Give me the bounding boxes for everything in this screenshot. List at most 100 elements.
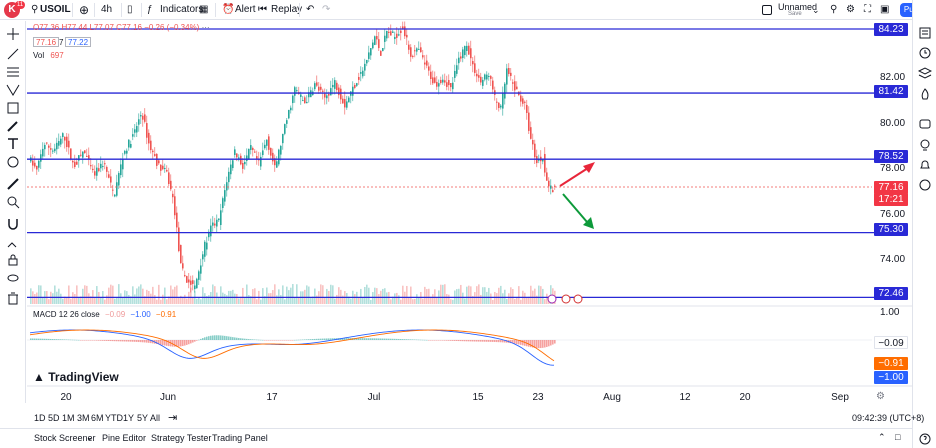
macd-histogram-bar [316,338,318,340]
maximize-panel-icon[interactable]: □ [895,432,901,442]
level-tag-81-42[interactable]: 81.42 [874,85,908,98]
macd-histogram-bar [554,340,556,344]
range-5d[interactable]: 5D [48,413,60,423]
level-tag-72-46[interactable]: 72.46 [874,287,908,300]
go-to-date-icon[interactable]: ⇥ [168,412,178,424]
emoji-icon[interactable] [6,155,20,169]
macd-histogram-bar [512,340,514,344]
layout-dropdown-icon[interactable]: ⌄ [812,5,820,15]
volume-bar [358,297,360,304]
templates-icon[interactable]: ▦ [199,4,209,15]
undo-icon[interactable]: ↶ [306,4,315,15]
text-icon[interactable] [6,137,20,151]
range-6m[interactable]: 6M [91,413,104,423]
tab-stock-screener[interactable]: Stock Screener [34,433,96,443]
hotlists-icon[interactable] [918,88,932,102]
candle-body [208,231,210,238]
candle-body [204,241,206,257]
help-icon[interactable] [918,178,932,192]
volume-bar [322,285,324,304]
trash-icon[interactable] [6,291,20,305]
watchlist-icon[interactable] [918,26,932,40]
level-tag-78-52[interactable]: 78.52 [874,150,908,163]
tab-trading-panel[interactable]: Trading Panel [212,433,268,443]
settings-icon[interactable]: ⚙ [846,4,855,15]
indicators-button[interactable]: Indicators [160,4,204,15]
stay-in-drawing-mode-icon[interactable] [6,235,20,249]
volume-bar [246,284,248,304]
trend-line-icon[interactable] [6,47,20,61]
macd-histogram-bar [192,340,194,343]
replay-button[interactable]: Replay [271,4,303,15]
bid-price-box[interactable]: 77.16 [33,37,60,47]
ask-price-box[interactable]: 77.22 [65,37,92,47]
range-all[interactable]: All [150,413,161,423]
ruler-icon[interactable] [6,177,20,191]
volume-bar [386,292,388,304]
alert-button[interactable]: Alert [235,4,256,15]
indicators-icon[interactable]: ƒ [147,4,153,15]
replay-icon[interactable]: ⏮ [258,4,267,15]
candle-body [166,169,168,172]
symbol-search[interactable]: USOIL [40,4,71,15]
magnet-icon[interactable] [6,217,20,231]
candle-body [122,159,124,170]
layout-name[interactable]: Unnamed [778,2,818,12]
lock-icon[interactable] [6,253,20,267]
hide-drawings-icon[interactable] [6,271,20,285]
volume-bar [446,294,448,304]
quick-search-icon[interactable]: ⚲ [830,4,838,15]
level-tag-75-30[interactable]: 75.30 [874,223,908,236]
ideas-icon[interactable] [918,138,932,152]
redo-icon[interactable]: ↷ [322,4,331,15]
fib-retracement-icon[interactable] [6,65,20,79]
volume-bar [264,296,266,304]
volume-bar [280,295,282,304]
range-3m[interactable]: 3M [77,413,90,423]
tab-pine-editor[interactable]: Pine Editor [102,433,147,443]
legend-more-icon[interactable]: ⋯ [201,23,210,32]
macd-histogram-bar [236,337,238,340]
up-arrow-drawing[interactable] [559,162,595,187]
help-center-icon[interactable] [918,432,932,446]
range-ytd[interactable]: YTD [105,413,123,423]
search-icon[interactable]: ⚲ [31,4,39,15]
candle-body [328,93,330,96]
add-symbol-icon[interactable]: ⊕ [79,3,90,17]
stock-screener-dropdown-icon[interactable]: ⌄ [86,432,94,442]
tab-strategy-tester[interactable]: Strategy Tester [151,433,212,443]
down-arrow-drawing[interactable] [562,193,594,229]
macd-histogram-bar [128,340,130,342]
clock[interactable]: 09:42:39 (UTC+8) [852,413,925,423]
macd-histogram-bar [550,340,552,346]
alerts-icon[interactable] [918,46,932,60]
macd-histogram-bar [226,336,228,340]
current-price-tag[interactable]: 77.16 [874,181,908,194]
pattern-icon[interactable] [6,83,20,97]
candle-body [176,212,178,228]
range-1d[interactable]: 1D [34,413,46,423]
crosshair-icon[interactable] [6,27,20,41]
interval-selector[interactable]: 4h [101,4,113,15]
macd-histogram-bar [474,340,476,342]
volume-bar [144,296,146,304]
prediction-icon[interactable] [6,101,20,115]
snapshot-icon[interactable]: ▣ [880,4,890,15]
alert-icon[interactable]: ⏰ [222,4,235,15]
range-5y[interactable]: 5Y [137,413,149,423]
layers-icon[interactable] [918,66,932,80]
time-axis-settings-icon[interactable]: ⚙ [876,391,885,402]
tradingview-logo[interactable]: ▲ TradingView [33,370,119,384]
range-1y[interactable]: 1Y [123,413,135,423]
collapse-panel-icon[interactable]: ⌃ [878,432,886,442]
chat-icon[interactable] [918,118,932,132]
range-1m[interactable]: 1M [62,413,75,423]
zoom-in-icon[interactable] [6,195,20,209]
brush-icon[interactable] [6,119,20,133]
fullscreen-icon[interactable]: ⛶ [864,4,871,15]
notifications-icon[interactable] [918,158,932,172]
level-tag-84-23[interactable]: 84.23 [874,23,908,36]
layout-icon[interactable] [762,5,772,15]
chart-type-icon[interactable]: ▯ [127,4,133,15]
